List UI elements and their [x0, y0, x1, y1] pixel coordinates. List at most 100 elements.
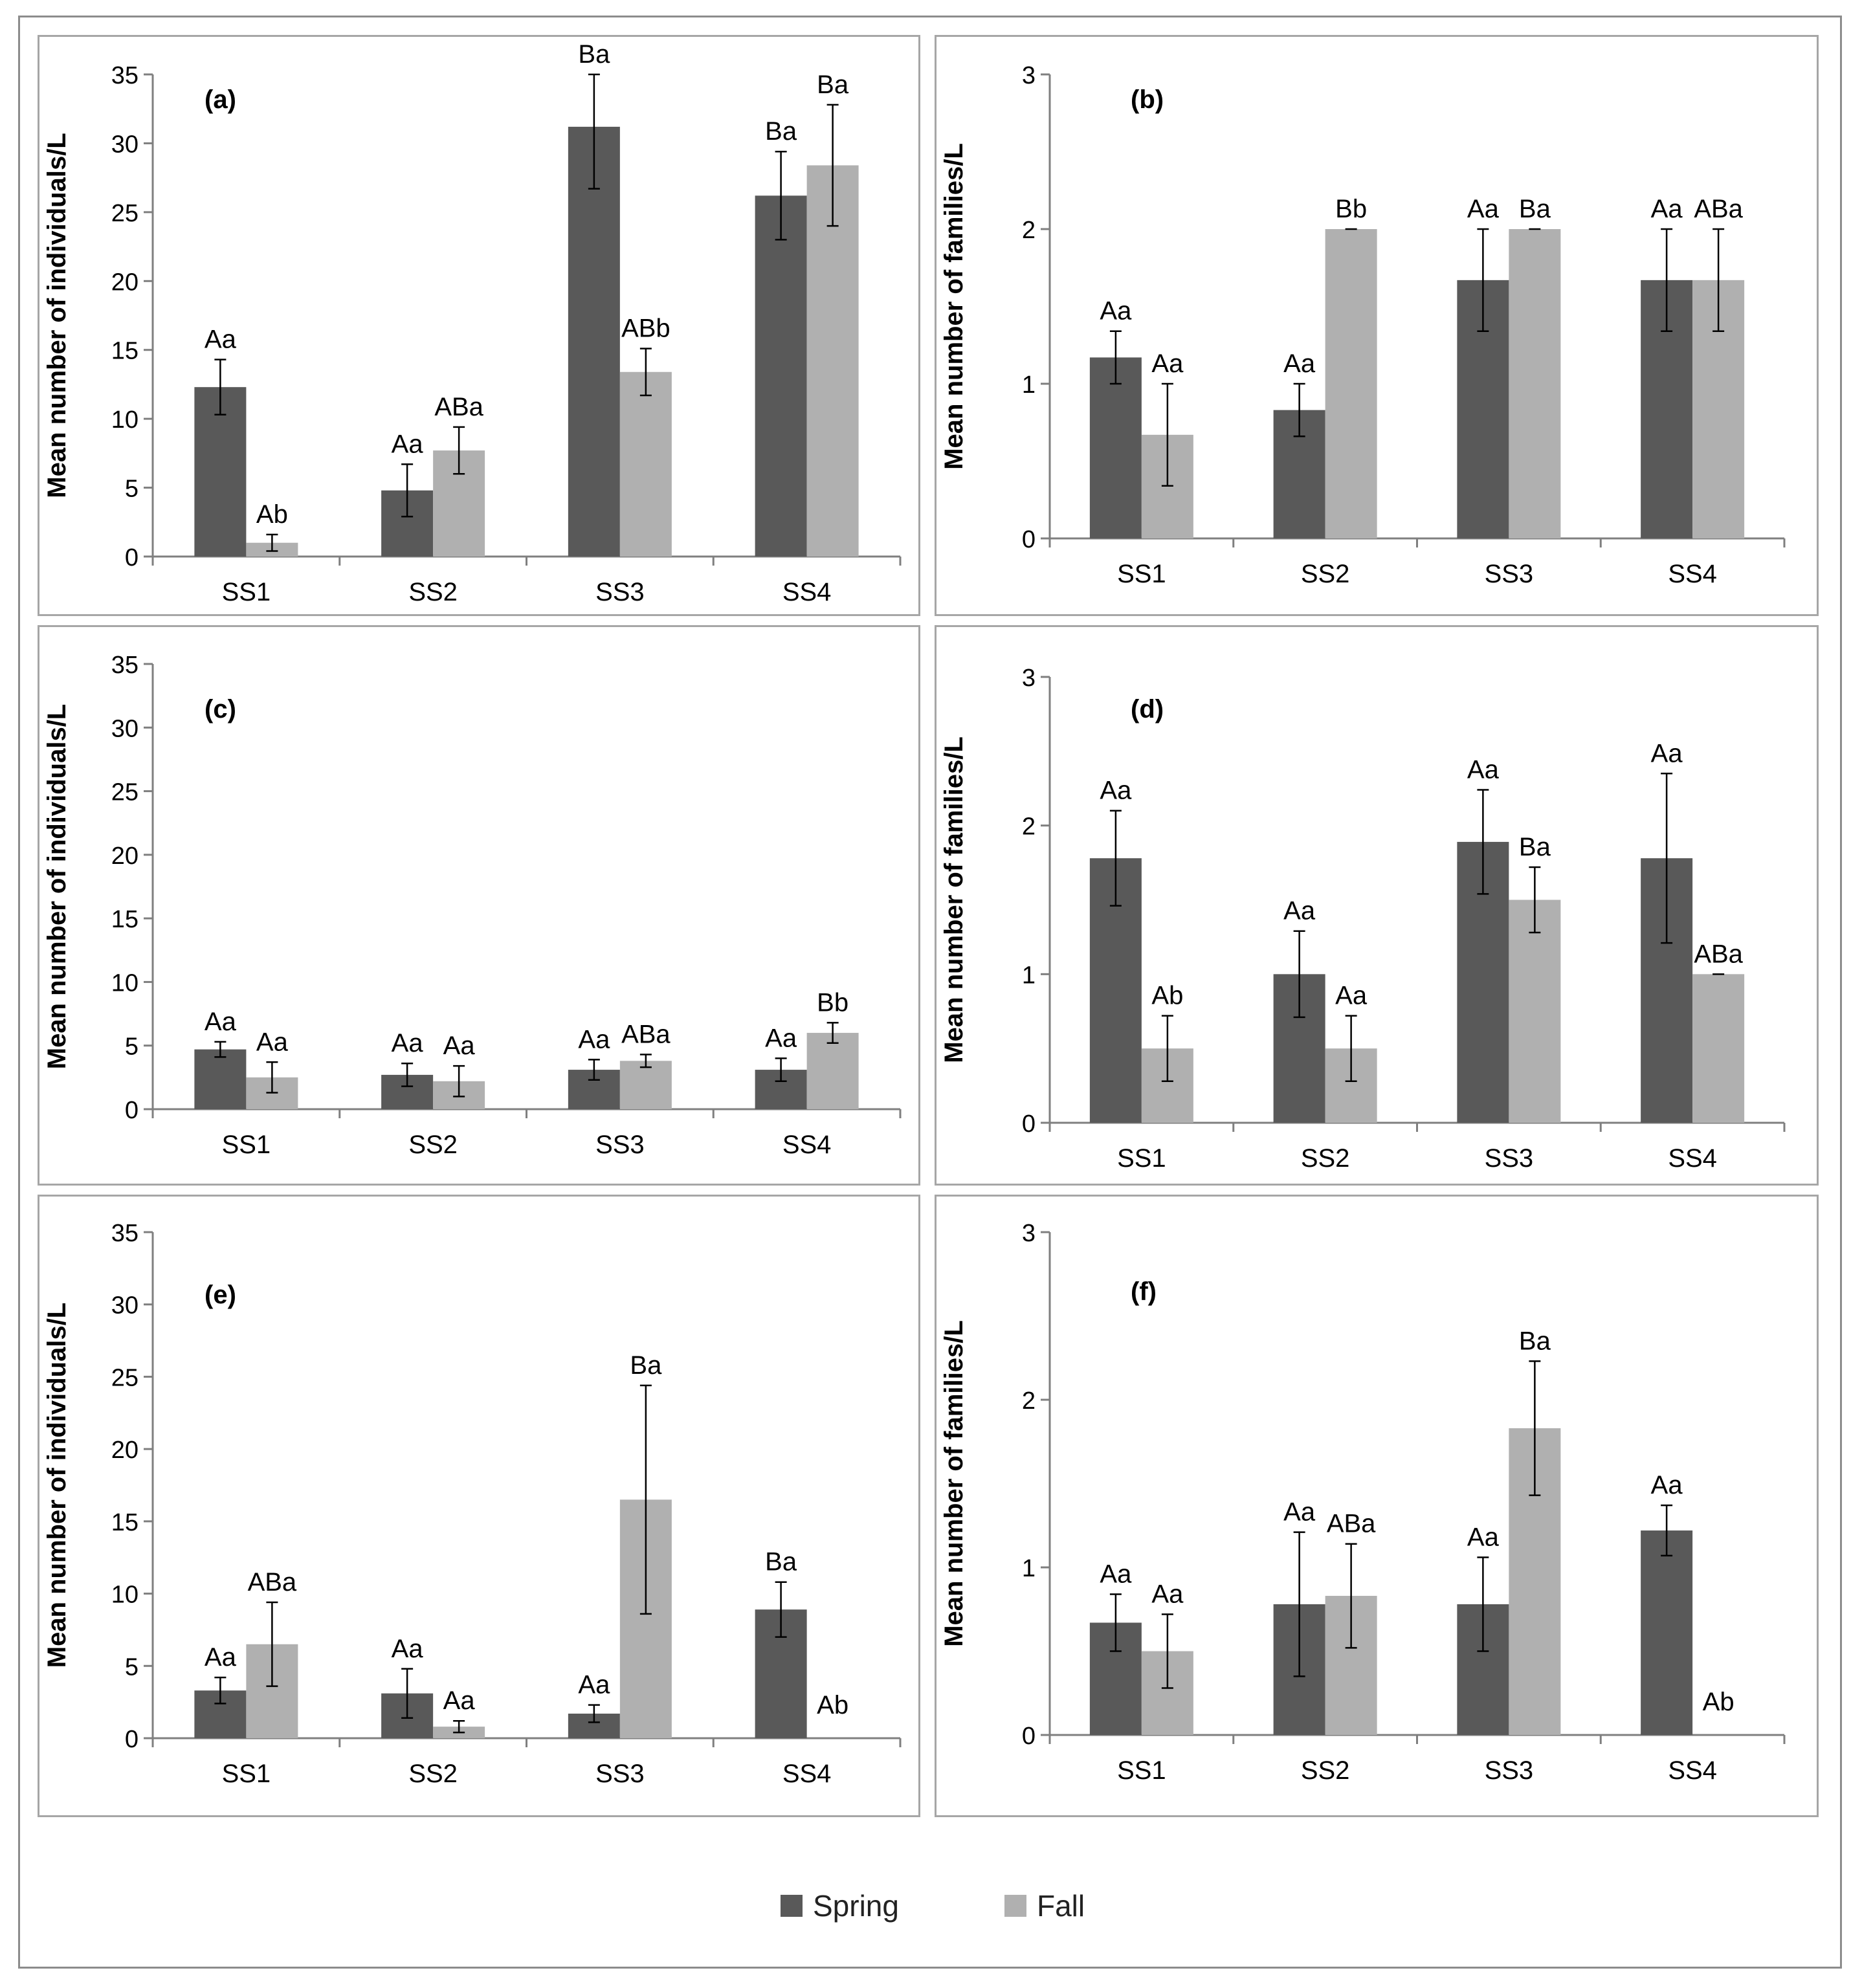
legend-label-spring: Spring [813, 1889, 899, 1923]
chart-svg: 0 5 10 15 20 25 30 35 Mean number of individuals… [43, 652, 902, 1159]
x-tick-label: SS3 [1485, 1144, 1534, 1173]
y-tick-label: 30 [111, 1292, 139, 1320]
x-tick-label: SS2 [408, 1760, 458, 1788]
x-tick-label: SS2 [408, 578, 458, 606]
significance-label: Ba [1519, 1327, 1551, 1355]
y-tick-label: 25 [111, 200, 139, 227]
y-tick-label: 0 [125, 1097, 139, 1124]
y-tick-label: 30 [111, 131, 139, 158]
bar-spring [194, 1049, 247, 1109]
significance-label: Ab [1151, 982, 1183, 1010]
chart-svg: 0 5 10 15 20 25 30 35 Mean number of individuals… [43, 40, 902, 606]
significance-label: ABa [248, 1568, 297, 1596]
panel-label: (d) [1131, 695, 1164, 723]
significance-label: ABa [1694, 940, 1743, 968]
y-tick-label: 3 [1022, 62, 1036, 89]
panel-label: (f) [1131, 1277, 1157, 1306]
y-tick-label: 1 [1022, 962, 1036, 989]
legend-swatch-spring [781, 1895, 803, 1917]
chart-svg: 0 1 2 3 Mean number of families/L (d) Aa Ab SS1 A… [940, 665, 1786, 1173]
y-tick-label: 1 [1022, 1555, 1036, 1582]
significance-label: Ab [1703, 1688, 1735, 1716]
x-tick-label: SS1 [222, 1760, 271, 1788]
y-tick-label: 20 [111, 843, 139, 870]
x-tick-label: SS2 [1301, 1756, 1350, 1785]
x-tick-label: SS1 [222, 1131, 271, 1159]
y-tick-label: 35 [111, 62, 139, 89]
significance-label: Aa [1467, 195, 1500, 223]
y-tick-label: 10 [111, 1582, 139, 1609]
significance-label: Ba [1519, 195, 1551, 223]
bar-spring [1641, 1530, 1693, 1735]
legend-label-fall: Fall [1037, 1889, 1085, 1923]
x-tick-label: SS4 [1668, 560, 1717, 588]
bar-spring [755, 195, 807, 557]
significance-label: Aa [1335, 982, 1368, 1010]
significance-label: Aa [1651, 1471, 1683, 1499]
y-tick-label: 15 [111, 906, 139, 933]
bar-fall [1692, 974, 1745, 1123]
y-tick-label: 2 [1022, 217, 1036, 244]
significance-label: Aa [392, 1029, 424, 1057]
legend-item-spring: Spring [781, 1883, 899, 1928]
significance-label: Ba [578, 40, 610, 69]
x-tick-label: SS2 [408, 1131, 458, 1159]
x-tick-label: SS2 [1301, 1144, 1350, 1173]
significance-label: Aa [443, 1032, 476, 1060]
x-tick-label: SS1 [1117, 1144, 1166, 1173]
y-tick-label: 35 [111, 1220, 139, 1247]
significance-label: Aa [443, 1686, 476, 1715]
significance-label: Aa [1100, 297, 1132, 326]
significance-label: Bb [1335, 195, 1367, 223]
significance-label: ABa [1327, 1510, 1376, 1538]
significance-label: ABa [434, 393, 483, 421]
legend-item-fall: Fall [1004, 1883, 1085, 1928]
y-tick-label: 20 [111, 269, 139, 296]
bar-fall [806, 1033, 859, 1109]
significance-label: Aa [1467, 756, 1500, 784]
y-axis-title: Mean number of families/L [940, 1320, 968, 1647]
panel-label: (c) [205, 695, 236, 723]
y-tick-label: 0 [1022, 1110, 1036, 1138]
y-tick-label: 5 [125, 476, 139, 503]
legend: Spring Fall [0, 1883, 1862, 1928]
significance-label: Ba [630, 1351, 662, 1380]
y-axis-title: Mean number of individuals/L [43, 133, 71, 498]
x-tick-label: SS3 [1485, 560, 1534, 588]
significance-label: Bb [817, 988, 848, 1017]
significance-label: Aa [578, 1671, 610, 1699]
chart-svg: 0 1 2 3 Mean number of families/L (f) Aa Aa SS1 A… [940, 1220, 1786, 1785]
panel-label: (e) [205, 1281, 236, 1309]
significance-label: ABb [621, 315, 671, 343]
bar-fall [806, 165, 859, 557]
significance-label: Aa [578, 1025, 610, 1054]
significance-label: ABa [621, 1020, 671, 1048]
bar-fall [619, 1061, 672, 1109]
significance-label: Aa [1100, 1560, 1132, 1588]
panel-e: 0 5 10 15 20 25 30 35 Mean number of individuals… [38, 1195, 920, 1817]
panel-b: 0 1 2 3 Mean number of families/L (b) Aa Aa SS1 A… [935, 35, 1819, 616]
significance-label: Aa [205, 326, 237, 354]
x-tick-label: SS1 [1117, 560, 1166, 588]
x-tick-label: SS4 [782, 1760, 832, 1788]
panel-label: (a) [205, 85, 236, 114]
y-tick-label: 5 [125, 1033, 139, 1061]
significance-label: Aa [1100, 777, 1132, 805]
bar-spring [568, 126, 620, 557]
x-tick-label: SS3 [1485, 1756, 1534, 1785]
significance-label: Aa [1651, 739, 1683, 768]
significance-label: Aa [205, 1008, 237, 1036]
significance-label: Ba [765, 1548, 797, 1576]
y-axis-title: Mean number of individuals/L [43, 704, 71, 1070]
y-tick-label: 25 [111, 779, 139, 806]
x-tick-label: SS2 [1301, 560, 1350, 588]
y-tick-label: 0 [1022, 1723, 1036, 1750]
significance-label: Aa [1151, 1580, 1184, 1609]
panel-a: 0 5 10 15 20 25 30 35 Mean number of individuals… [38, 35, 920, 616]
significance-label: Ba [1519, 833, 1551, 861]
x-tick-label: SS4 [782, 578, 832, 606]
significance-label: Ab [256, 500, 288, 529]
y-tick-label: 25 [111, 1364, 139, 1391]
bar-fall [1509, 900, 1561, 1123]
significance-label: Aa [765, 1024, 797, 1052]
